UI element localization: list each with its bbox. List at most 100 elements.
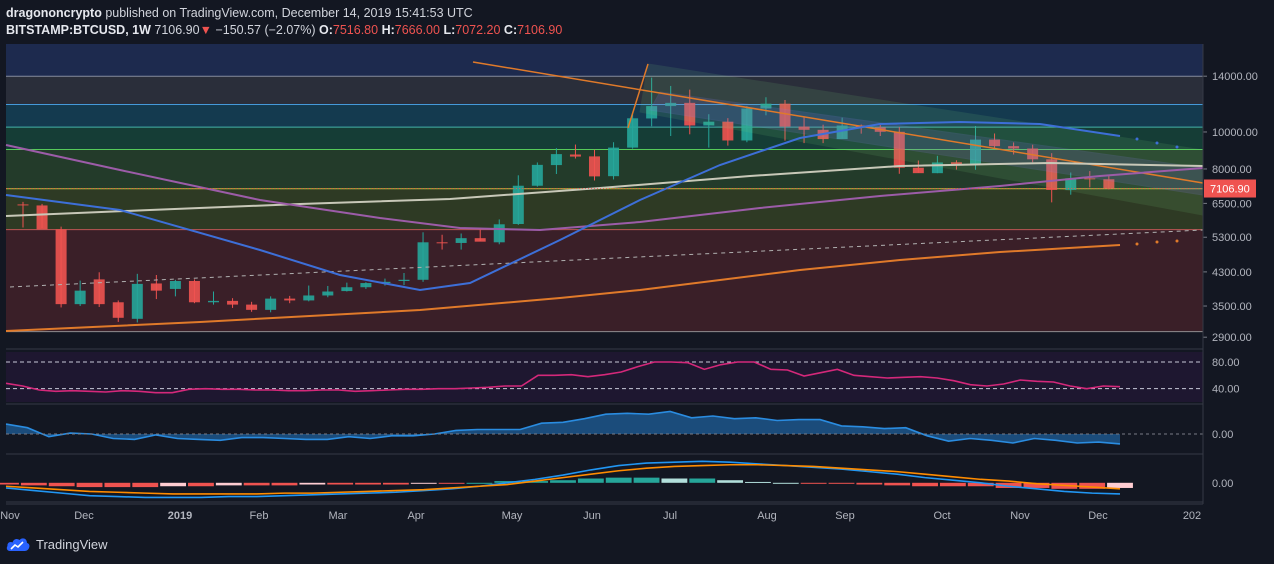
candle-body [741,108,753,141]
macd-line [5,460,1121,499]
macd-histogram-bar [1107,482,1133,488]
candle-body [455,238,467,243]
macd-histogram-bar [633,477,660,483]
last-price-label: 7106.90 [1210,184,1250,196]
macd-histogram-bar [132,482,159,488]
momentum-axis-label: 0.00 [1212,429,1233,441]
price-zone [6,149,1203,189]
candle-body [112,302,124,318]
candle-body [474,238,486,242]
projection-dot [1175,239,1179,243]
price-zone [6,44,1203,77]
price-zone [6,229,1203,332]
time-axis-label: Mar [329,510,348,522]
candle-body [760,103,772,109]
candle-body [74,290,86,305]
momentum-area [6,411,1120,444]
rsi-pane [6,352,1203,402]
macd-histogram-bar [0,482,19,485]
candle-body [970,139,981,165]
candle-body [93,279,105,305]
last-price: 7106.90 [154,23,200,37]
candle-body [341,287,353,292]
macd-histogram-bar [382,482,409,485]
time-axis-label: 2019 [168,510,192,522]
macd-histogram-bar [939,482,966,487]
ohlc-line: BITSTAMP:BTCUSD, 1W 7106.90▼ −150.57 (−2… [6,22,562,39]
candle-body [246,304,258,310]
candle-body [665,102,677,107]
candle-body [779,103,791,127]
candle-body [493,224,505,243]
price-axis-label: 3500.00 [1212,301,1252,313]
candle-body [1103,179,1115,189]
candle-body [1008,146,1020,149]
macd-histogram-bar [856,482,883,485]
candle-body [531,164,543,186]
macd-histogram-bar [605,477,632,483]
candle-body [322,291,334,296]
candle-body [188,281,200,303]
price-axis-label: 2900.00 [1212,332,1252,344]
price-axis-label: 4300.00 [1212,267,1252,279]
candle-body [722,121,734,141]
macd-histogram-bar [550,480,576,483]
symbol-label[interactable]: BITSTAMP:BTCUSD, 1W [6,23,151,37]
candle-body [131,283,143,319]
close-label: C: [503,23,518,37]
candle-body [169,281,181,289]
macd-axis-label: 0.00 [1212,478,1233,490]
candle-body [417,242,429,280]
time-axis-label: 202 [1183,510,1201,522]
rsi-axis-label: 40.00 [1212,384,1240,396]
macd-histogram-bar [967,482,994,487]
time-axis-label: Jul [663,510,677,522]
time-axis-label: Jun [583,510,601,522]
candle-body [912,167,924,174]
open-label: O: [319,23,333,37]
candle-body [589,156,600,177]
time-axis-label: Nov [1010,510,1030,522]
trend-line [627,63,649,129]
macd-signal-line [5,463,1121,495]
projection-dot [1135,137,1139,141]
publisher-name[interactable]: dragononcrypto [6,6,102,20]
macd-histogram-bar [438,482,465,484]
candle-body [1046,159,1058,190]
brand-name: TradingView [36,536,108,552]
candle-body [398,279,410,282]
macd-histogram-bar [327,482,354,485]
macd-histogram-bar [995,482,1022,488]
time-axis-label: Aug [757,510,777,522]
candle-body [1027,148,1039,160]
macd-histogram-bar [884,482,911,486]
candle-body [17,204,29,206]
publisher-line: dragononcrypto published on TradingView.… [6,5,562,22]
candle-body [436,242,448,244]
time-axis-label: Sep [835,510,855,522]
tradingview-branding[interactable]: TradingView [6,536,108,552]
price-change: −150.57 (−2.07%) [215,23,316,37]
price-zone [6,76,1203,105]
candle-body [36,205,48,230]
macd-histogram-bar [1079,482,1106,489]
macd-histogram-bar [745,481,771,483]
candle-body [569,154,581,157]
last-price-badge [1204,179,1256,198]
macd-histogram-bar [215,482,242,486]
macd-histogram-bar [355,482,381,485]
macd-histogram-bar [661,478,688,483]
projection-dot [1135,242,1139,246]
price-axis-label: 10000.00 [1212,127,1258,139]
candle-body [284,298,296,301]
projection-dot [1175,145,1179,149]
high-label: H: [381,23,395,37]
candle-body [512,185,524,225]
projection-dot [1155,141,1159,145]
momentum-line [5,410,1121,445]
price-axis-label: 6500.00 [1212,198,1252,210]
tradingview-cloud-icon [6,538,30,551]
candle-body [950,162,962,165]
macd-histogram-bar [243,482,270,486]
